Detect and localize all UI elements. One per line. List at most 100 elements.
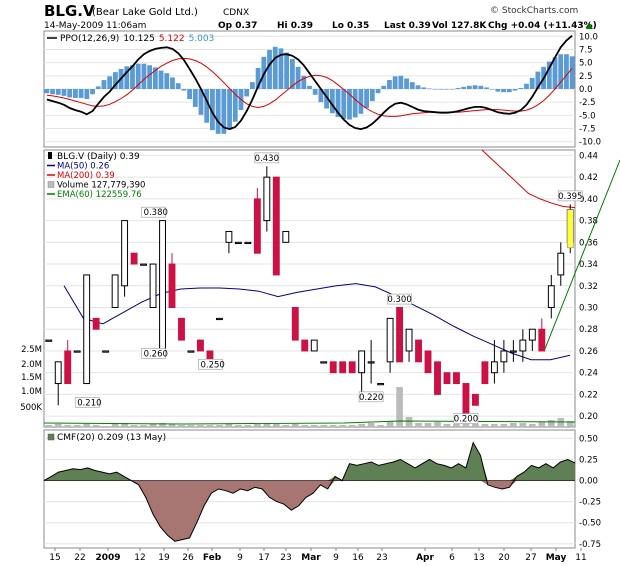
candle-body — [500, 350, 508, 363]
x-tick-label: 6 — [449, 553, 455, 563]
candle-body — [481, 361, 489, 385]
candle-body — [272, 176, 280, 276]
volume-tick-label: 1.0M — [21, 387, 42, 397]
x-tick-label: 2009 — [95, 553, 120, 563]
candle-body — [320, 361, 328, 364]
ppo-histogram-bar — [84, 89, 90, 100]
cmf-y-tick-label: 0.00 — [579, 477, 598, 487]
candle-body — [367, 361, 375, 364]
ppo-histogram-bar — [307, 85, 312, 89]
ppo-histogram-bar — [404, 78, 409, 89]
ppo-histogram-bar — [232, 89, 238, 122]
candle-body — [471, 393, 479, 406]
volume-legend: Volume 127,779,390 — [57, 181, 145, 191]
ppo-histogram-bar — [535, 71, 541, 89]
cmf-negative-area — [44, 480, 575, 542]
volume-bar — [491, 424, 498, 427]
volume-bar — [424, 423, 432, 427]
ppo-histogram-bar — [170, 77, 175, 89]
price-annotation: 0.395 — [558, 192, 582, 202]
volume-bar — [557, 418, 565, 427]
price-legend-title-swatch — [48, 152, 52, 159]
ppo-legend-label: PPO(12,26,9) — [60, 34, 119, 44]
ppo-histogram-bar — [415, 85, 421, 89]
ppo-histogram-bar — [318, 89, 324, 103]
price-y-tick-label: 0.38 — [579, 217, 598, 227]
last-candle-highlight — [566, 209, 574, 249]
candle-body — [215, 317, 223, 321]
ppo-histogram-bar — [512, 89, 518, 91]
ppo-histogram-bar — [135, 63, 141, 89]
ppo-histogram-bar — [250, 82, 255, 89]
volume-bar — [320, 425, 328, 427]
candle-body — [83, 274, 91, 385]
candle-body — [528, 328, 536, 341]
price-annotation: 0.260 — [144, 349, 168, 359]
cmf-line — [43, 441, 576, 542]
symbol-title: BLG.V — [44, 2, 95, 20]
volume-tick-label: 500K — [20, 403, 42, 413]
volume-bar — [519, 423, 527, 427]
volume-bar — [121, 423, 128, 427]
cmf-y-tick-label: -0.50 — [579, 519, 601, 529]
volume-bar — [462, 423, 470, 427]
volume-bar — [405, 417, 413, 427]
candle-body — [197, 339, 204, 352]
ppo-histogram-bar — [449, 89, 455, 90]
ppo-histogram-bar — [358, 89, 364, 114]
candle-body — [73, 350, 81, 353]
candle-body — [453, 372, 460, 385]
ppo-histogram-bar — [392, 76, 398, 89]
ppo-histogram-bar — [44, 89, 50, 94]
price-annotation-box — [387, 293, 412, 305]
ppo-histogram-bar — [141, 63, 147, 89]
price-y-tick-label: 0.36 — [579, 238, 598, 248]
volume-bar — [339, 425, 347, 427]
volume-bar — [263, 423, 271, 427]
candle-body — [405, 328, 413, 352]
ppo-signal-line — [46, 57, 573, 117]
volume-bar — [111, 424, 119, 427]
ppo-histogram-bar — [432, 89, 438, 90]
price-annotation: 0.210 — [77, 398, 101, 408]
high-value: Hi 0.39 — [277, 21, 313, 31]
price-panel: 0.44 0.42 0.40 0.38 0.36 0.34 0.32 0.30 0.28 0.26… — [20, 149, 620, 428]
price-annotation: 0.380 — [144, 208, 168, 218]
ppo-y-tick-label: 0.0 — [579, 85, 593, 95]
exchange-name: CDNX — [223, 8, 249, 18]
ppo-histogram-bar — [284, 52, 290, 89]
ppo-histogram-bar — [375, 89, 381, 94]
x-tick-label: 17 — [258, 553, 269, 563]
volume-bar — [216, 425, 223, 427]
volume-value: Vol 127.8K — [432, 21, 487, 31]
ppo-line — [46, 35, 573, 131]
candle-body — [434, 361, 441, 395]
volume-bar — [396, 387, 403, 427]
cmf-y-tick-label: -0.25 — [579, 498, 601, 508]
price-annotation-box — [358, 391, 384, 403]
ppo-histogram-bar — [215, 89, 221, 134]
ppo-histogram-bar — [546, 61, 552, 89]
ppo-histogram-bar — [387, 80, 392, 89]
cmf-y-tick-label: 0.25 — [579, 456, 598, 466]
volume-bar — [329, 425, 337, 427]
ppo-histogram-bar — [192, 89, 198, 107]
ppo-histogram-bar — [398, 75, 404, 89]
ma50-legend: MA(50) 0.26 — [57, 162, 109, 172]
ppo-histogram-bar — [489, 89, 495, 90]
volume-bar — [472, 424, 479, 427]
price-annotation: 0.300 — [387, 295, 411, 305]
ppo-histogram-bar — [90, 89, 95, 95]
x-tick-label: 23 — [376, 553, 387, 563]
ppo-y-tick-label: 5.0 — [579, 59, 593, 69]
x-tick-label: 19 — [158, 553, 170, 563]
ppo-histogram-bar — [50, 89, 55, 95]
ppo-histogram-bar — [301, 75, 307, 89]
ppo-histogram-bar — [518, 87, 524, 89]
candle-body — [121, 220, 129, 287]
volume-bar — [566, 421, 574, 427]
volume-bar — [254, 424, 261, 427]
ppo-histogram-bar — [495, 89, 501, 92]
ppo-y-tick-label: -10.0 — [579, 138, 601, 148]
